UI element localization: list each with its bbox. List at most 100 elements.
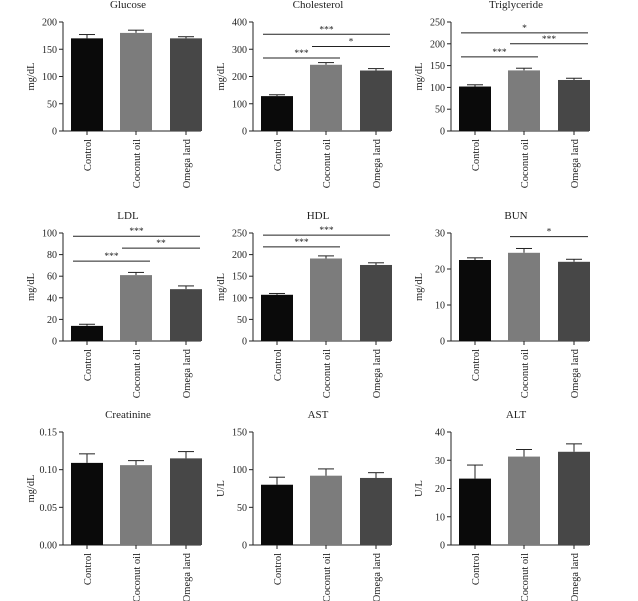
y-tick-label: 30 (435, 229, 445, 240)
bar-omega-lard (558, 261, 590, 341)
x-tick-label: Coconut oil (322, 349, 333, 398)
bar-coconut-oil (508, 456, 540, 545)
x-tick-label: Coconut oil (520, 349, 531, 398)
x-tick-label: Coconut oil (132, 139, 143, 188)
significance-label: *** (294, 49, 309, 59)
y-tick-label: 200 (232, 72, 247, 83)
bar-omega-lard (170, 38, 202, 131)
y-tick-label: 250 (232, 229, 247, 240)
y-tick-label: 0.15 (40, 428, 58, 439)
x-tick-label: Omega lard (570, 552, 581, 601)
y-tick-label: 0.05 (40, 503, 58, 514)
y-tick-label: 150 (232, 272, 247, 283)
y-tick-label: 50 (237, 503, 247, 514)
x-tick-label: Control (83, 349, 94, 381)
y-tick-label: 300 (232, 45, 247, 56)
bar-control (261, 294, 293, 341)
y-tick-label: 40 (47, 293, 57, 304)
significance-label: * (349, 38, 354, 48)
bar-omega-lard (360, 70, 392, 131)
y-tick-label: 100 (42, 229, 57, 240)
bar-omega-lard (170, 458, 202, 545)
x-tick-label: Omega lard (570, 138, 581, 188)
bar-coconut-oil (310, 258, 342, 341)
bar-coconut-oil (120, 275, 152, 341)
bar-control (71, 38, 103, 131)
significance-label: ** (156, 239, 166, 249)
y-axis-label: U/L (414, 480, 425, 497)
y-tick-label: 0 (440, 127, 445, 138)
bar-omega-lard (558, 79, 590, 131)
y-tick-label: 20 (435, 265, 445, 276)
y-tick-label: 0.00 (40, 541, 58, 552)
y-tick-label: 100 (232, 465, 247, 476)
y-tick-label: 0.10 (40, 465, 58, 476)
significance-label: *** (129, 227, 144, 237)
x-tick-label: Coconut oil (520, 139, 531, 188)
x-tick-label: Omega lard (182, 138, 193, 188)
y-tick-label: 50 (237, 315, 247, 326)
panel-title: LDL (117, 210, 139, 222)
panel-title: AST (308, 409, 329, 421)
bar-control (459, 86, 491, 131)
significance-label: *** (104, 252, 119, 262)
y-tick-label: 20 (47, 315, 57, 326)
y-tick-label: 0 (242, 541, 247, 552)
panel-title: BUN (504, 210, 527, 222)
x-tick-label: Omega lard (182, 552, 193, 601)
panel-creatinine: Creatinine mg/dL 0.00 0.05 0.10 0.15 Control Co… (26, 409, 202, 601)
bar-omega-lard (170, 289, 202, 341)
panel-ast: AST U/L 0 50 100 150 Control Coconut oil Omega l… (216, 409, 392, 601)
significance-label: *** (492, 48, 507, 58)
y-tick-label: 200 (430, 39, 445, 50)
bar-coconut-oil (310, 64, 342, 131)
y-tick-label: 10 (435, 301, 445, 312)
x-tick-label: Coconut oil (132, 349, 143, 398)
y-tick-label: 20 (435, 484, 445, 495)
y-tick-label: 50 (435, 105, 445, 116)
x-tick-label: Control (273, 349, 284, 381)
y-tick-label: 0 (440, 337, 445, 348)
y-tick-label: 40 (435, 428, 445, 439)
y-tick-label: 30 (435, 456, 445, 467)
x-tick-label: Coconut oil (132, 553, 143, 601)
significance-label: *** (319, 226, 334, 236)
bar-coconut-oil (508, 70, 540, 131)
x-tick-label: Control (273, 139, 284, 171)
y-tick-label: 150 (42, 45, 57, 56)
panel-cholesterol: Cholesterol mg/dL 0 100 200 300 400 Control Coco… (216, 0, 392, 188)
panel-title: Cholesterol (293, 0, 344, 11)
y-tick-label: 80 (47, 250, 57, 261)
x-tick-label: Control (471, 349, 482, 381)
y-tick-label: 0 (440, 541, 445, 552)
x-tick-label: Coconut oil (322, 553, 333, 601)
y-tick-label: 200 (232, 250, 247, 261)
panel-glucose: Glucose mg/dL 0 50 100 150 200 Control Coconut o… (26, 0, 202, 188)
panel-title: HDL (307, 210, 330, 222)
y-axis-label: U/L (216, 480, 227, 497)
panel-alt: ALT U/L 0 10 20 30 40 Control Coconut oil Omega l… (414, 409, 590, 601)
x-tick-label: Omega lard (182, 348, 193, 398)
bar-omega-lard (360, 264, 392, 341)
bar-coconut-oil (508, 252, 540, 341)
y-axis-label: mg/dL (414, 273, 425, 301)
panel-bun: BUN mg/dL 0 10 20 30 Control Coconut oil Omega l… (414, 210, 590, 398)
bar-coconut-oil (120, 32, 152, 131)
y-tick-label: 0 (242, 337, 247, 348)
bar-omega-lard (558, 451, 590, 545)
y-tick-label: 0 (242, 127, 247, 138)
y-tick-label: 10 (435, 512, 445, 523)
panel-title: Triglyceride (489, 0, 543, 11)
bar-coconut-oil (120, 465, 152, 545)
x-tick-label: Control (83, 553, 94, 585)
y-axis-label: mg/dL (216, 273, 227, 301)
bar-omega-lard (360, 477, 392, 545)
significance-label: *** (294, 238, 309, 248)
x-tick-label: Coconut oil (520, 553, 531, 601)
x-tick-label: Control (83, 139, 94, 171)
y-tick-label: 100 (42, 72, 57, 83)
panel-ldl: LDL mg/dL 0 20 40 60 80 100 Control Coconut oil Om… (26, 210, 202, 398)
bar-control (261, 484, 293, 545)
y-axis-label: mg/dL (26, 475, 37, 503)
